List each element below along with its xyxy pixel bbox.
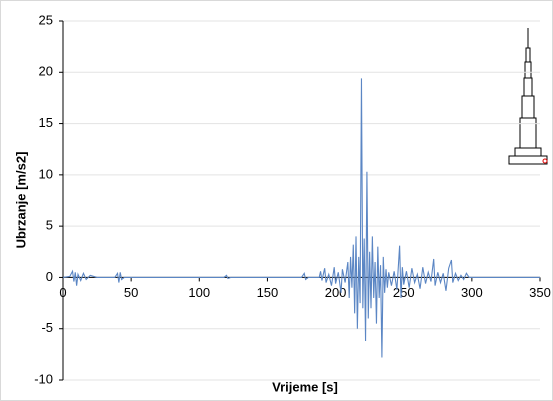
y-tick-label: -5 bbox=[41, 320, 53, 335]
x-axis-title: Vrijeme [s] bbox=[272, 379, 338, 394]
y-tick-label: 20 bbox=[39, 64, 53, 79]
x-tick-label: 250 bbox=[393, 285, 415, 300]
y-axis-title: Ubrzanje [m/s2] bbox=[13, 152, 28, 249]
x-tick-label: 200 bbox=[325, 285, 347, 300]
line-series bbox=[62, 78, 540, 358]
y-tick-label: 15 bbox=[39, 115, 53, 130]
x-tick-label: 350 bbox=[529, 285, 551, 300]
y-tick-label: -10 bbox=[34, 371, 53, 386]
x-tick-label: 50 bbox=[124, 285, 138, 300]
y-tick-label: 10 bbox=[39, 166, 53, 181]
x-tick-label: 0 bbox=[59, 285, 66, 300]
y-tick-label: 0 bbox=[46, 269, 53, 284]
y-tick-label: 5 bbox=[46, 218, 53, 233]
x-tick-label: 300 bbox=[461, 285, 483, 300]
building-icon bbox=[508, 28, 548, 165]
x-tick-label: 150 bbox=[257, 285, 279, 300]
x-tick-label: 100 bbox=[188, 285, 210, 300]
y-tick-label: 25 bbox=[39, 12, 53, 27]
